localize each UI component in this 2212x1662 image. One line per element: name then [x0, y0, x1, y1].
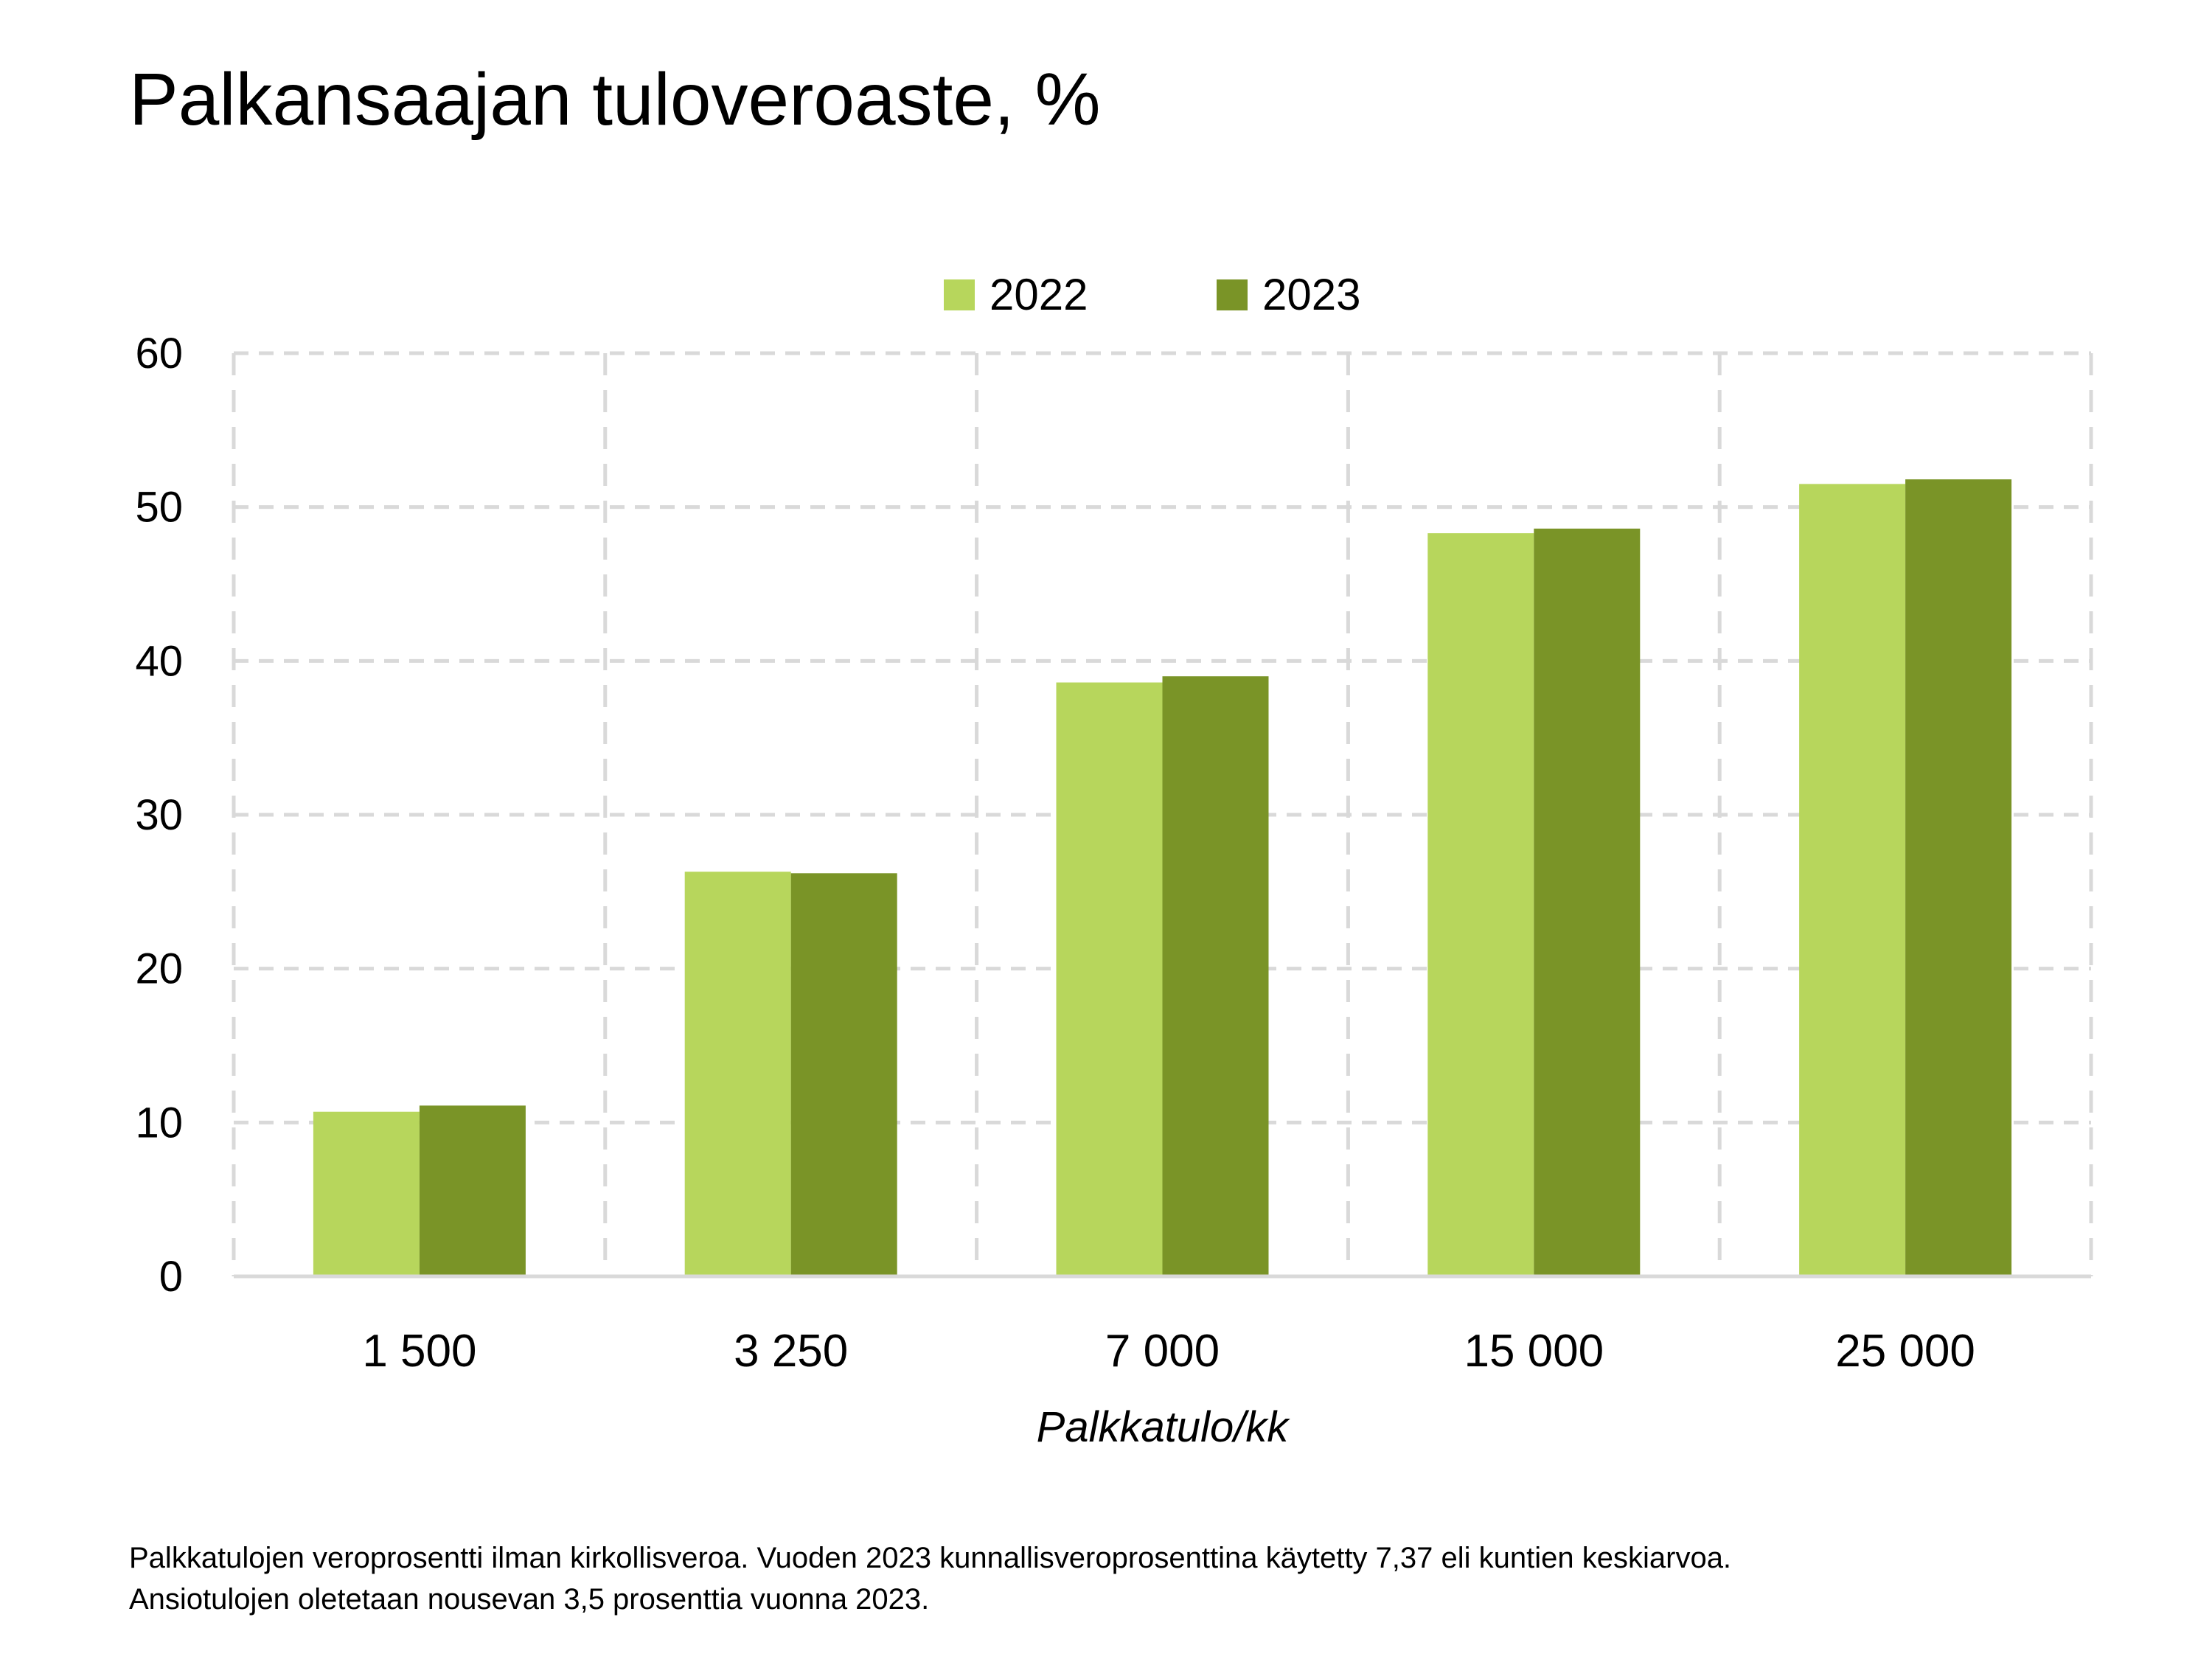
- bar-2023-0: [419, 1105, 526, 1276]
- bar-2023-3: [1534, 528, 1641, 1276]
- bar-2022-3: [1427, 533, 1534, 1276]
- bar-2023-4: [1905, 479, 2012, 1276]
- y-tick-label: 0: [159, 1253, 183, 1301]
- bar-2022-2: [1056, 682, 1163, 1276]
- bar-2023-1: [790, 873, 897, 1276]
- footnote: Palkkatulojen veroprosentti ilman kirkol…: [129, 1537, 1731, 1620]
- x-tick-label: 15 000: [1464, 1326, 1604, 1377]
- footnote-line-2: Ansiotulojen oletetaan nousevan 3,5 pros…: [129, 1583, 930, 1616]
- y-tick-label: 30: [135, 791, 183, 839]
- legend-swatch-2023: [1217, 279, 1248, 310]
- legend-label-2022: 2022: [990, 270, 1088, 319]
- y-tick-label: 20: [135, 945, 183, 993]
- x-tick-label: 3 250: [734, 1326, 848, 1377]
- x-axis-label: Palkkatulo/kk: [1037, 1403, 1291, 1451]
- chart-title: Palkansaajan tuloveroaste, %: [129, 58, 1101, 141]
- x-tick-label: 25 000: [1835, 1326, 1975, 1377]
- y-tick-label: 40: [135, 637, 183, 685]
- legend-swatch-2022: [944, 279, 975, 310]
- legend-item-2023: 2023: [1217, 269, 1360, 320]
- legend-item-2022: 2022: [944, 269, 1088, 320]
- y-tick-label: 60: [135, 330, 183, 378]
- bar-chart: 0 10 20 30 40 50 60 1 500 3 250 7 000 15 000 25 000…: [135, 330, 2093, 1451]
- bar-2022-1: [684, 872, 791, 1276]
- bar-2022-4: [1799, 484, 1906, 1276]
- legend-label-2023: 2023: [1262, 270, 1361, 319]
- x-tick-label: 7 000: [1105, 1326, 1220, 1377]
- y-tick-label: 10: [135, 1099, 183, 1147]
- y-tick-label: 50: [135, 484, 183, 532]
- footnote-line-1: Palkkatulojen veroprosentti ilman kirkol…: [129, 1542, 1732, 1574]
- bar-2022-0: [313, 1111, 420, 1276]
- bar-2023-2: [1162, 676, 1269, 1276]
- x-tick-label: 1 500: [362, 1326, 476, 1377]
